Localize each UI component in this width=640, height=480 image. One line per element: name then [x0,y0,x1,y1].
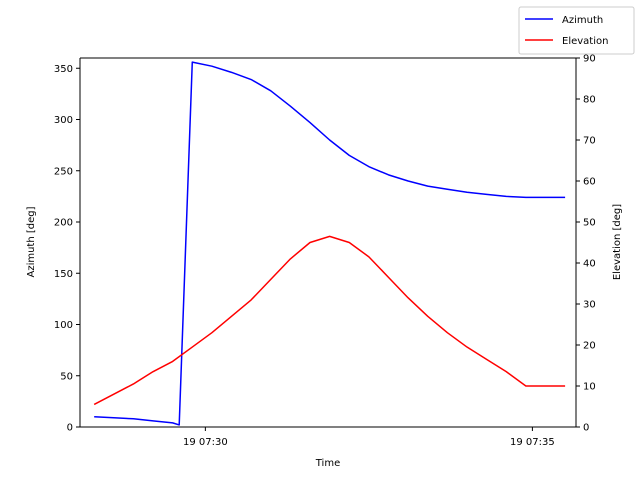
right-tick-label: 0 [583,423,589,434]
right-y-ticks: 0 10 20 30 40 50 60 70 80 90 [576,54,596,434]
left-tick-label: 0 [67,423,73,434]
left-tick-label: 50 [60,371,73,382]
left-tick-label: 150 [54,269,73,280]
right-tick-label: 70 [583,136,596,147]
series-line-azimuth [94,61,566,426]
right-tick-label: 30 [583,300,596,311]
left-y-axis-label: Azimuth [deg] [26,206,37,277]
right-tick-label: 20 [583,341,596,352]
left-tick-label: 100 [54,320,73,331]
plot-area [80,58,576,427]
x-ticks: 19 07:30 19 07:35 [183,427,555,448]
legend-elevation-label: Elevation [562,36,608,47]
left-tick-label: 250 [54,166,73,177]
x-tick-label: 19 07:35 [510,437,555,448]
series-lines [93,61,566,426]
left-tick-label: 200 [54,218,73,229]
right-tick-label: 80 [583,95,596,106]
right-tick-label: 50 [583,218,596,229]
right-tick-label: 60 [583,177,596,188]
legend-azimuth-label: Azimuth [562,15,603,26]
left-y-ticks: 0 50 100 150 200 250 300 350 [54,64,80,434]
right-tick-label: 40 [583,259,596,270]
series-line-elevation [93,235,566,406]
right-tick-label: 90 [583,54,596,65]
axes-frame [79,57,577,428]
right-tick-label: 10 [583,382,596,393]
left-tick-label: 300 [54,115,73,126]
left-tick-label: 350 [54,64,73,75]
x-axis-label: Time [315,458,340,469]
legend: Azimuth Elevation [518,6,635,55]
right-y-axis-label: Elevation [deg] [612,204,623,280]
x-tick-label: 19 07:30 [183,437,228,448]
